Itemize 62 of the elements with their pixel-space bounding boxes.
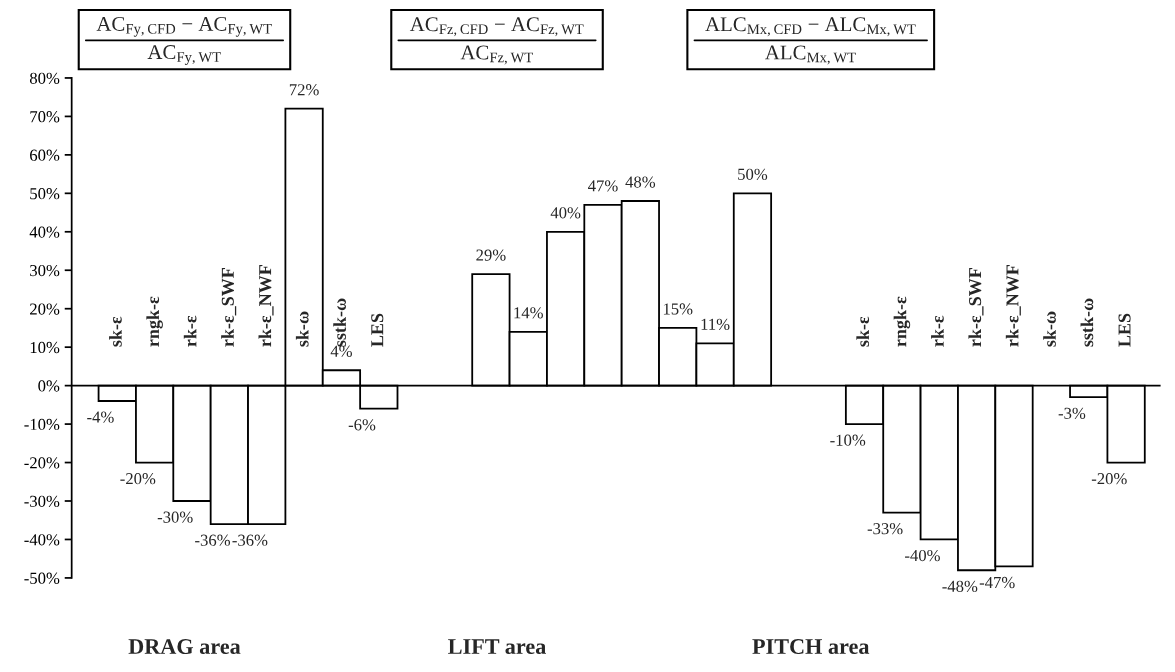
x-tick-label: rk-ε xyxy=(183,315,197,347)
data-label: -20% xyxy=(120,473,156,485)
y-tick-label: -10% xyxy=(24,418,60,431)
data-label: -4% xyxy=(87,411,114,423)
x-tick-label: rk-ε_NWF xyxy=(1005,265,1021,347)
y-tick-label: 10% xyxy=(30,341,60,354)
data-label: -30% xyxy=(157,511,193,523)
y-tick-label: 60% xyxy=(30,149,60,161)
data-label: -3% xyxy=(1058,407,1086,419)
x-tick-label: LES xyxy=(1118,313,1131,347)
data-label: -36% xyxy=(232,534,268,546)
text: AC$_{Fz,CFD}$ − AC$_{Fz,WT}$ xyxy=(409,17,584,37)
data-label: -48% xyxy=(942,580,978,593)
data-label: 40% xyxy=(550,207,581,219)
data-label: -6% xyxy=(348,419,376,431)
data-label: 14% xyxy=(514,307,543,319)
data-label: 11% xyxy=(701,318,730,330)
x-tick-label: rk-ε_SWF xyxy=(968,268,984,347)
x-tick-label: rngk-ε xyxy=(893,296,911,347)
data-label: 72% xyxy=(289,84,319,96)
data-label: -36% xyxy=(195,534,231,546)
y-tick-label: 40% xyxy=(29,226,60,238)
data-label: -40% xyxy=(905,549,940,562)
text: AC$_{Fy,CFD}$ − AC$_{Fy,WT}$ xyxy=(96,16,272,37)
data-label: 50% xyxy=(738,168,768,180)
y-tick-label: -50% xyxy=(24,572,60,584)
text: AC$_{Fy,WT}$ xyxy=(147,45,221,65)
x-tick-label: rk-ε_SWF xyxy=(221,268,237,347)
y-tick-label: -30% xyxy=(24,495,60,507)
y-tick-label: 80% xyxy=(29,72,60,84)
y-tick-label: 30% xyxy=(30,264,60,277)
data-label: 15% xyxy=(663,303,693,315)
y-tick-label: 0% xyxy=(38,380,60,392)
x-tick-label: sstk-ω xyxy=(1080,298,1094,347)
text: DRAG area xyxy=(128,639,241,655)
x-tick-label: sk-ω xyxy=(1043,311,1056,347)
data-label: 48% xyxy=(625,176,656,188)
x-tick-label: sk-ω xyxy=(295,311,309,347)
y-tick-label: 50% xyxy=(30,188,60,200)
text: ALC$_{Mx,WT}$ xyxy=(765,45,856,65)
y-tick-label: -40% xyxy=(24,534,60,546)
data-label: -33% xyxy=(867,523,903,535)
y-tick-label: -20% xyxy=(24,457,60,469)
text: PITCH area xyxy=(752,639,870,655)
data-label: 47% xyxy=(588,180,618,192)
x-tick-label: sk-ε xyxy=(109,316,122,347)
x-tick-label: sk-ε xyxy=(856,316,870,347)
data-label: -47% xyxy=(979,576,1015,589)
x-tick-label: rngk-ε xyxy=(146,296,163,347)
data-label: 29% xyxy=(476,249,506,261)
text: LIFT area xyxy=(448,639,546,655)
x-tick-label: sstk-ω xyxy=(333,298,346,347)
y-tick-label: 70% xyxy=(30,111,60,123)
text: ALC$_{Mx,CFD}$ − ALC$_{Mx,WT}$ xyxy=(705,17,916,37)
x-tick-label: rk-ε_NWF xyxy=(258,265,274,347)
data-label: -20% xyxy=(1091,473,1127,485)
x-tick-label: LES xyxy=(371,313,384,347)
text: AC$_{Fz,WT}$ xyxy=(460,45,533,65)
data-label: 4% xyxy=(330,345,352,357)
data-label: -10% xyxy=(830,434,866,446)
x-tick-label: rk-ε xyxy=(931,315,944,347)
y-tick-label: 20% xyxy=(30,303,60,315)
